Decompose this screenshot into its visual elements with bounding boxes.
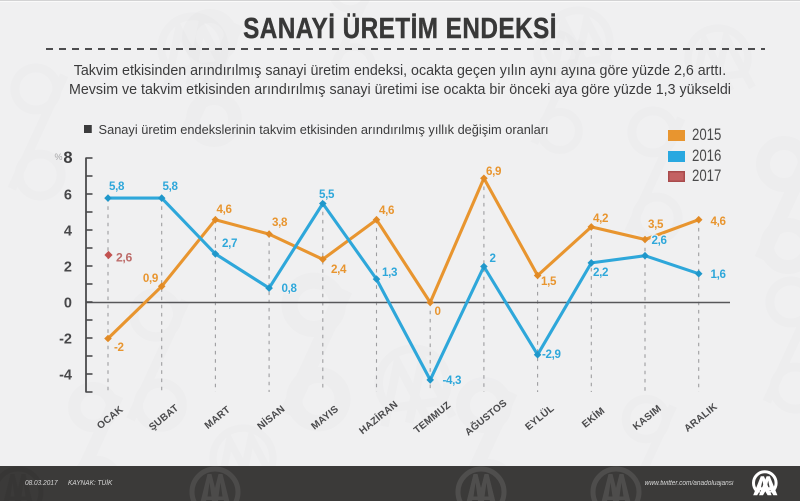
svg-text:3,5: 3,5 — [648, 218, 664, 231]
svg-text:NİSAN: NİSAN — [254, 402, 287, 432]
svg-text:5,8: 5,8 — [163, 180, 179, 193]
svg-text:3,8: 3,8 — [272, 216, 288, 229]
svg-text:-4: -4 — [59, 368, 72, 384]
svg-text:-2: -2 — [59, 332, 72, 348]
svg-text:-2: -2 — [114, 341, 124, 354]
svg-text:8: 8 — [63, 149, 72, 167]
svg-text:%: % — [54, 152, 62, 162]
svg-text:EKİM: EKİM — [579, 404, 607, 430]
svg-text:ŞUBAT: ŞUBAT — [147, 403, 181, 433]
svg-text:1,3: 1,3 — [382, 266, 398, 279]
svg-text:MAYIS: MAYIS — [309, 404, 341, 433]
svg-text:1,5: 1,5 — [541, 275, 557, 288]
svg-text:4,6: 4,6 — [379, 204, 395, 217]
svg-text:2: 2 — [64, 260, 72, 276]
svg-text:OCAK: OCAK — [95, 404, 126, 432]
svg-text:EYLÜL: EYLÜL — [522, 402, 556, 433]
svg-text:5,5: 5,5 — [319, 188, 335, 201]
svg-text:4,6: 4,6 — [217, 203, 233, 216]
svg-text:TEMMUZ: TEMMUZ — [412, 400, 453, 436]
svg-text:2,2: 2,2 — [593, 266, 608, 279]
svg-text:AĞUSTOS: AĞUSTOS — [462, 396, 510, 438]
svg-text:2,4: 2,4 — [331, 263, 347, 276]
svg-text:2,6: 2,6 — [652, 234, 668, 247]
svg-text:4,6: 4,6 — [711, 215, 727, 228]
svg-text:6: 6 — [64, 188, 72, 204]
svg-text:-2,9: -2,9 — [542, 348, 561, 361]
svg-text:4,2: 4,2 — [593, 212, 608, 225]
svg-text:-4,3: -4,3 — [443, 374, 462, 387]
svg-text:5,8: 5,8 — [109, 180, 125, 193]
svg-text:2,7: 2,7 — [222, 237, 237, 250]
svg-text:ARALIK: ARALIK — [683, 401, 721, 434]
svg-text:KASIM: KASIM — [631, 403, 664, 432]
svg-text:0: 0 — [435, 305, 441, 318]
svg-text:2,6: 2,6 — [116, 251, 132, 265]
svg-text:HAZİRAN: HAZİRAN — [356, 398, 400, 437]
svg-text:0,9: 0,9 — [143, 272, 159, 285]
svg-text:6,9: 6,9 — [486, 165, 502, 178]
svg-text:2: 2 — [490, 252, 496, 265]
svg-text:MART: MART — [203, 404, 233, 431]
svg-text:0,8: 0,8 — [282, 282, 298, 295]
svg-text:4: 4 — [64, 224, 72, 240]
svg-text:1,6: 1,6 — [711, 268, 727, 281]
svg-text:0: 0 — [64, 296, 72, 312]
